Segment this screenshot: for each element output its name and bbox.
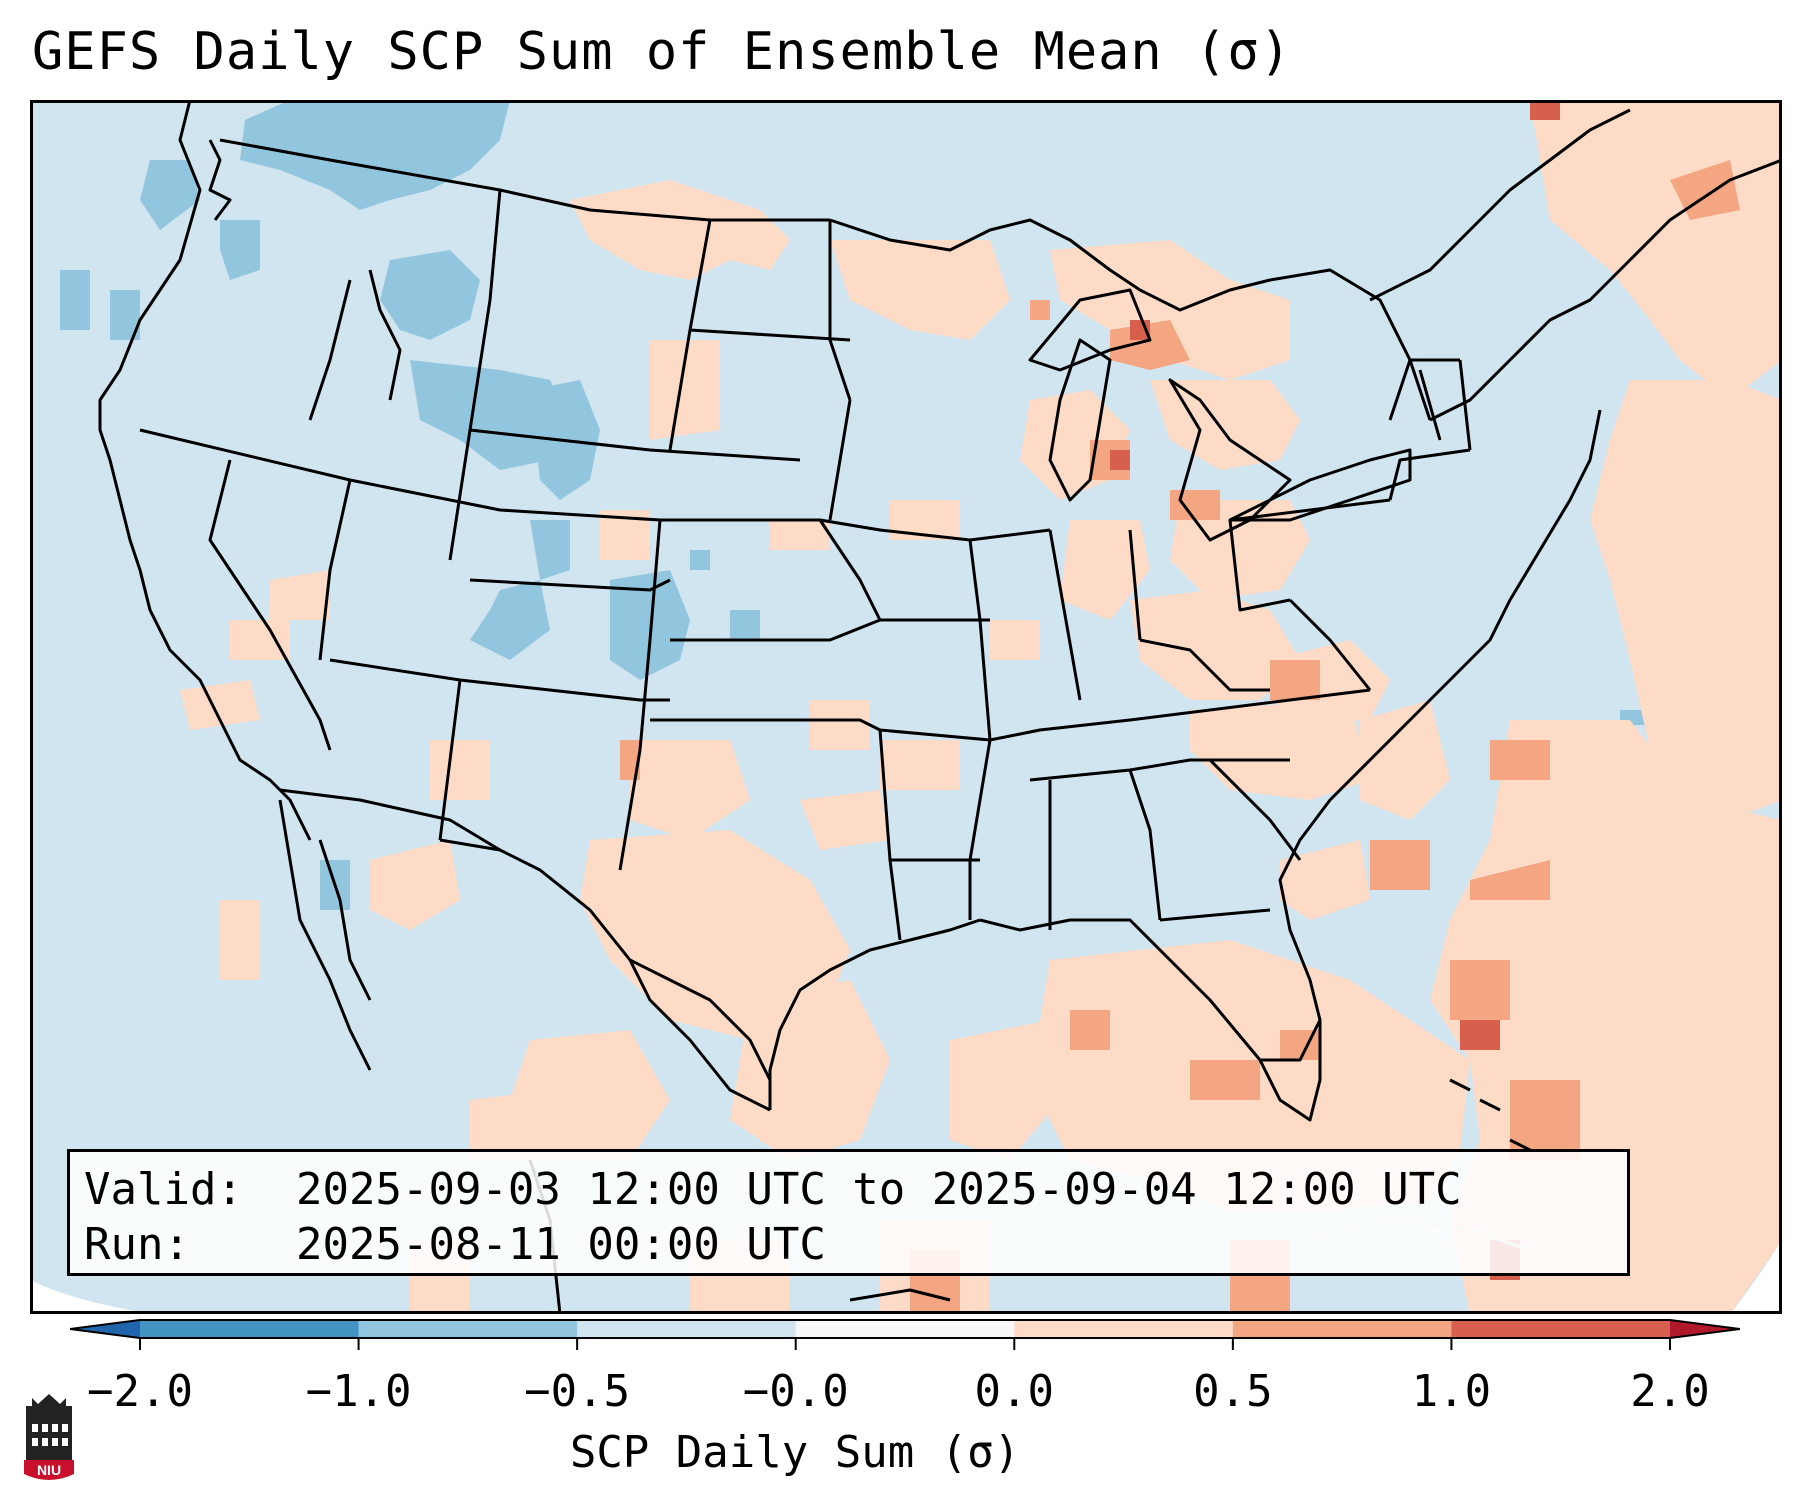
colorbar-bin	[140, 1320, 360, 1338]
scp-map	[30, 100, 1782, 1314]
colorbar-bin	[795, 1320, 1015, 1338]
colorbar-tick-label: 0.0	[974, 1366, 1055, 1417]
colorbar-bin	[1232, 1320, 1452, 1338]
colorbar-bin	[577, 1320, 797, 1338]
colorbar-label: SCP Daily Sum (σ)	[569, 1427, 1021, 1478]
run-label: Run:	[84, 1219, 190, 1270]
colorbar-tick-label: −1.0	[305, 1366, 412, 1417]
colorbar-over-extend	[1670, 1320, 1740, 1338]
colorbar-bin	[1451, 1320, 1671, 1338]
niu-building-logo-icon: NIU	[24, 1394, 74, 1480]
negative-anomaly-cells	[60, 100, 1650, 910]
map-canvas	[30, 100, 1782, 1314]
colorbar	[70, 1319, 1740, 1350]
map-border	[30, 100, 1782, 1314]
colorbar-tick-label: −0.0	[742, 1366, 849, 1417]
colorbar-bin	[358, 1320, 578, 1338]
colorbar-tick-label: −2.0	[87, 1366, 193, 1417]
colorbar-tick-label: 1.0	[1411, 1366, 1492, 1417]
map-title: GEFS Daily SCP Sum of Ensemble Mean (σ)	[32, 22, 1292, 82]
run-row: Run: 2025-08-11 00:00 UTC	[84, 1217, 1613, 1272]
colorbar-tick-label: 2.0	[1630, 1366, 1710, 1417]
colorbar-tick-label: −0.5	[524, 1366, 631, 1417]
valid-value: 2025-09-03 12:00 UTC to 2025-09-04 12:00…	[296, 1164, 1462, 1215]
valid-row: Valid: 2025-09-03 12:00 UTC to 2025-09-04…	[84, 1162, 1613, 1217]
colorbar-tick-label: 0.5	[1193, 1366, 1273, 1417]
valid-label: Valid:	[84, 1164, 243, 1215]
colorbar-bin	[1014, 1320, 1234, 1338]
colorbar-under-extend	[70, 1320, 140, 1338]
logo-text: NIU	[37, 1462, 61, 1478]
run-value: 2025-08-11 00:00 UTC	[296, 1219, 826, 1270]
valid-run-infobox: Valid: 2025-09-03 12:00 UTC to 2025-09-04…	[67, 1149, 1630, 1276]
political-boundaries	[98, 100, 1782, 1314]
